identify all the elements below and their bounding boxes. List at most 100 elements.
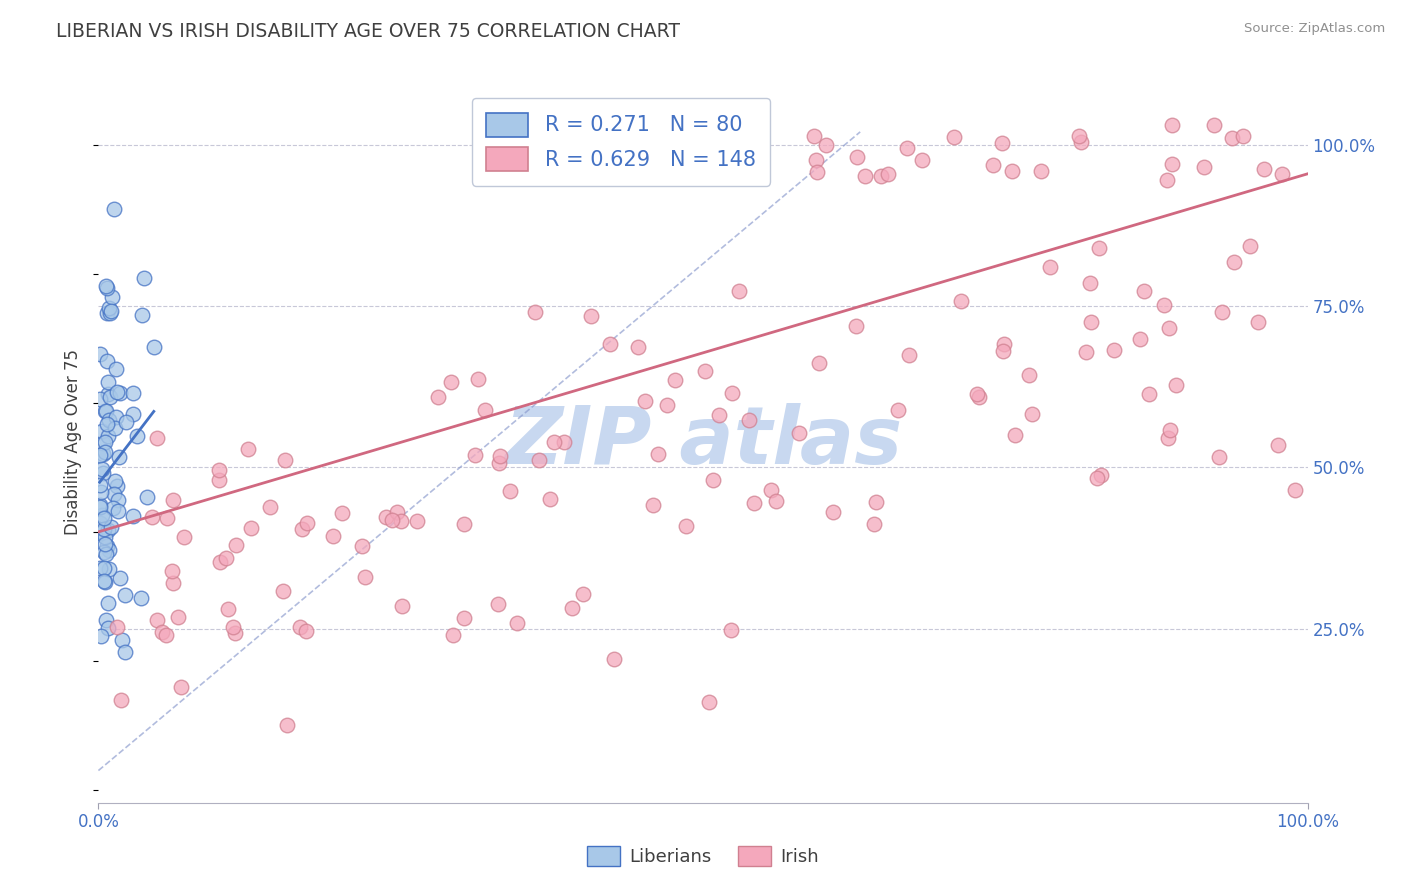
Point — [322, 529, 344, 543]
Point — [845, 318, 868, 333]
Point — [97, 387, 120, 401]
Point — [1080, 276, 1102, 290]
Point — [1129, 333, 1152, 347]
Point — [1004, 427, 1026, 442]
Point — [391, 599, 413, 613]
Point — [94, 434, 117, 449]
Point — [173, 530, 195, 544]
Point — [488, 456, 510, 470]
Point — [101, 501, 124, 516]
Point — [898, 348, 921, 362]
Point — [209, 555, 232, 569]
Point — [814, 138, 837, 153]
Point — [100, 520, 122, 534]
Point — [697, 696, 720, 710]
Point — [381, 513, 404, 527]
Point — [626, 340, 648, 354]
Point — [96, 354, 118, 368]
Point — [787, 426, 810, 441]
Point — [104, 410, 127, 425]
Point — [97, 429, 120, 443]
Point — [967, 390, 990, 404]
Point — [129, 591, 152, 606]
Point — [949, 294, 972, 309]
Point — [426, 391, 449, 405]
Point — [1284, 483, 1306, 498]
Point — [538, 492, 561, 507]
Point — [664, 374, 686, 388]
Point — [136, 490, 159, 504]
Point — [375, 510, 398, 524]
Point — [100, 304, 122, 318]
Point — [1080, 314, 1102, 328]
Point — [1088, 241, 1111, 255]
Point — [720, 623, 742, 637]
Point — [966, 386, 988, 401]
Point — [474, 402, 496, 417]
Point — [1090, 468, 1112, 483]
Point — [290, 523, 312, 537]
Point — [887, 403, 910, 417]
Point — [127, 428, 149, 442]
Point — [155, 628, 177, 642]
Point — [1166, 377, 1188, 392]
Point — [162, 576, 184, 591]
Point — [553, 434, 575, 449]
Point — [486, 597, 509, 611]
Point — [389, 514, 412, 528]
Point — [1157, 431, 1180, 445]
Point — [222, 620, 245, 634]
Point — [742, 496, 765, 510]
Point — [981, 157, 1004, 171]
Point — [89, 347, 111, 361]
Point — [122, 508, 145, 523]
Point — [105, 361, 128, 376]
Point — [350, 539, 373, 553]
Point — [110, 570, 132, 584]
Point — [215, 550, 238, 565]
Point — [122, 407, 145, 421]
Point — [1137, 387, 1160, 401]
Point — [527, 453, 550, 467]
Point — [96, 281, 118, 295]
Point — [93, 522, 115, 536]
Point — [105, 620, 128, 634]
Point — [1211, 305, 1233, 319]
Point — [870, 169, 893, 183]
Point — [259, 500, 281, 515]
Point — [91, 446, 114, 460]
Point — [1247, 315, 1270, 329]
Point — [90, 485, 112, 500]
Point — [107, 492, 129, 507]
Point — [105, 479, 128, 493]
Point — [1267, 438, 1289, 452]
Point — [160, 565, 183, 579]
Point — [98, 413, 121, 427]
Point — [97, 301, 120, 316]
Point — [91, 466, 114, 480]
Point — [865, 495, 887, 509]
Point — [806, 153, 828, 168]
Point — [89, 499, 111, 513]
Point — [208, 473, 231, 487]
Point — [225, 538, 247, 552]
Point — [655, 398, 678, 412]
Point — [89, 561, 111, 575]
Point — [93, 537, 115, 551]
Point — [90, 524, 112, 539]
Point — [1031, 164, 1053, 178]
Point — [464, 448, 486, 462]
Point — [89, 392, 111, 407]
Point — [111, 633, 134, 648]
Point — [808, 356, 831, 370]
Point — [96, 547, 118, 561]
Point — [121, 386, 143, 401]
Point — [96, 279, 118, 293]
Point — [1102, 343, 1125, 358]
Point — [406, 514, 429, 528]
Point — [271, 584, 294, 599]
Point — [543, 434, 565, 449]
Point — [142, 340, 165, 354]
Point — [96, 306, 118, 320]
Point — [1039, 260, 1062, 275]
